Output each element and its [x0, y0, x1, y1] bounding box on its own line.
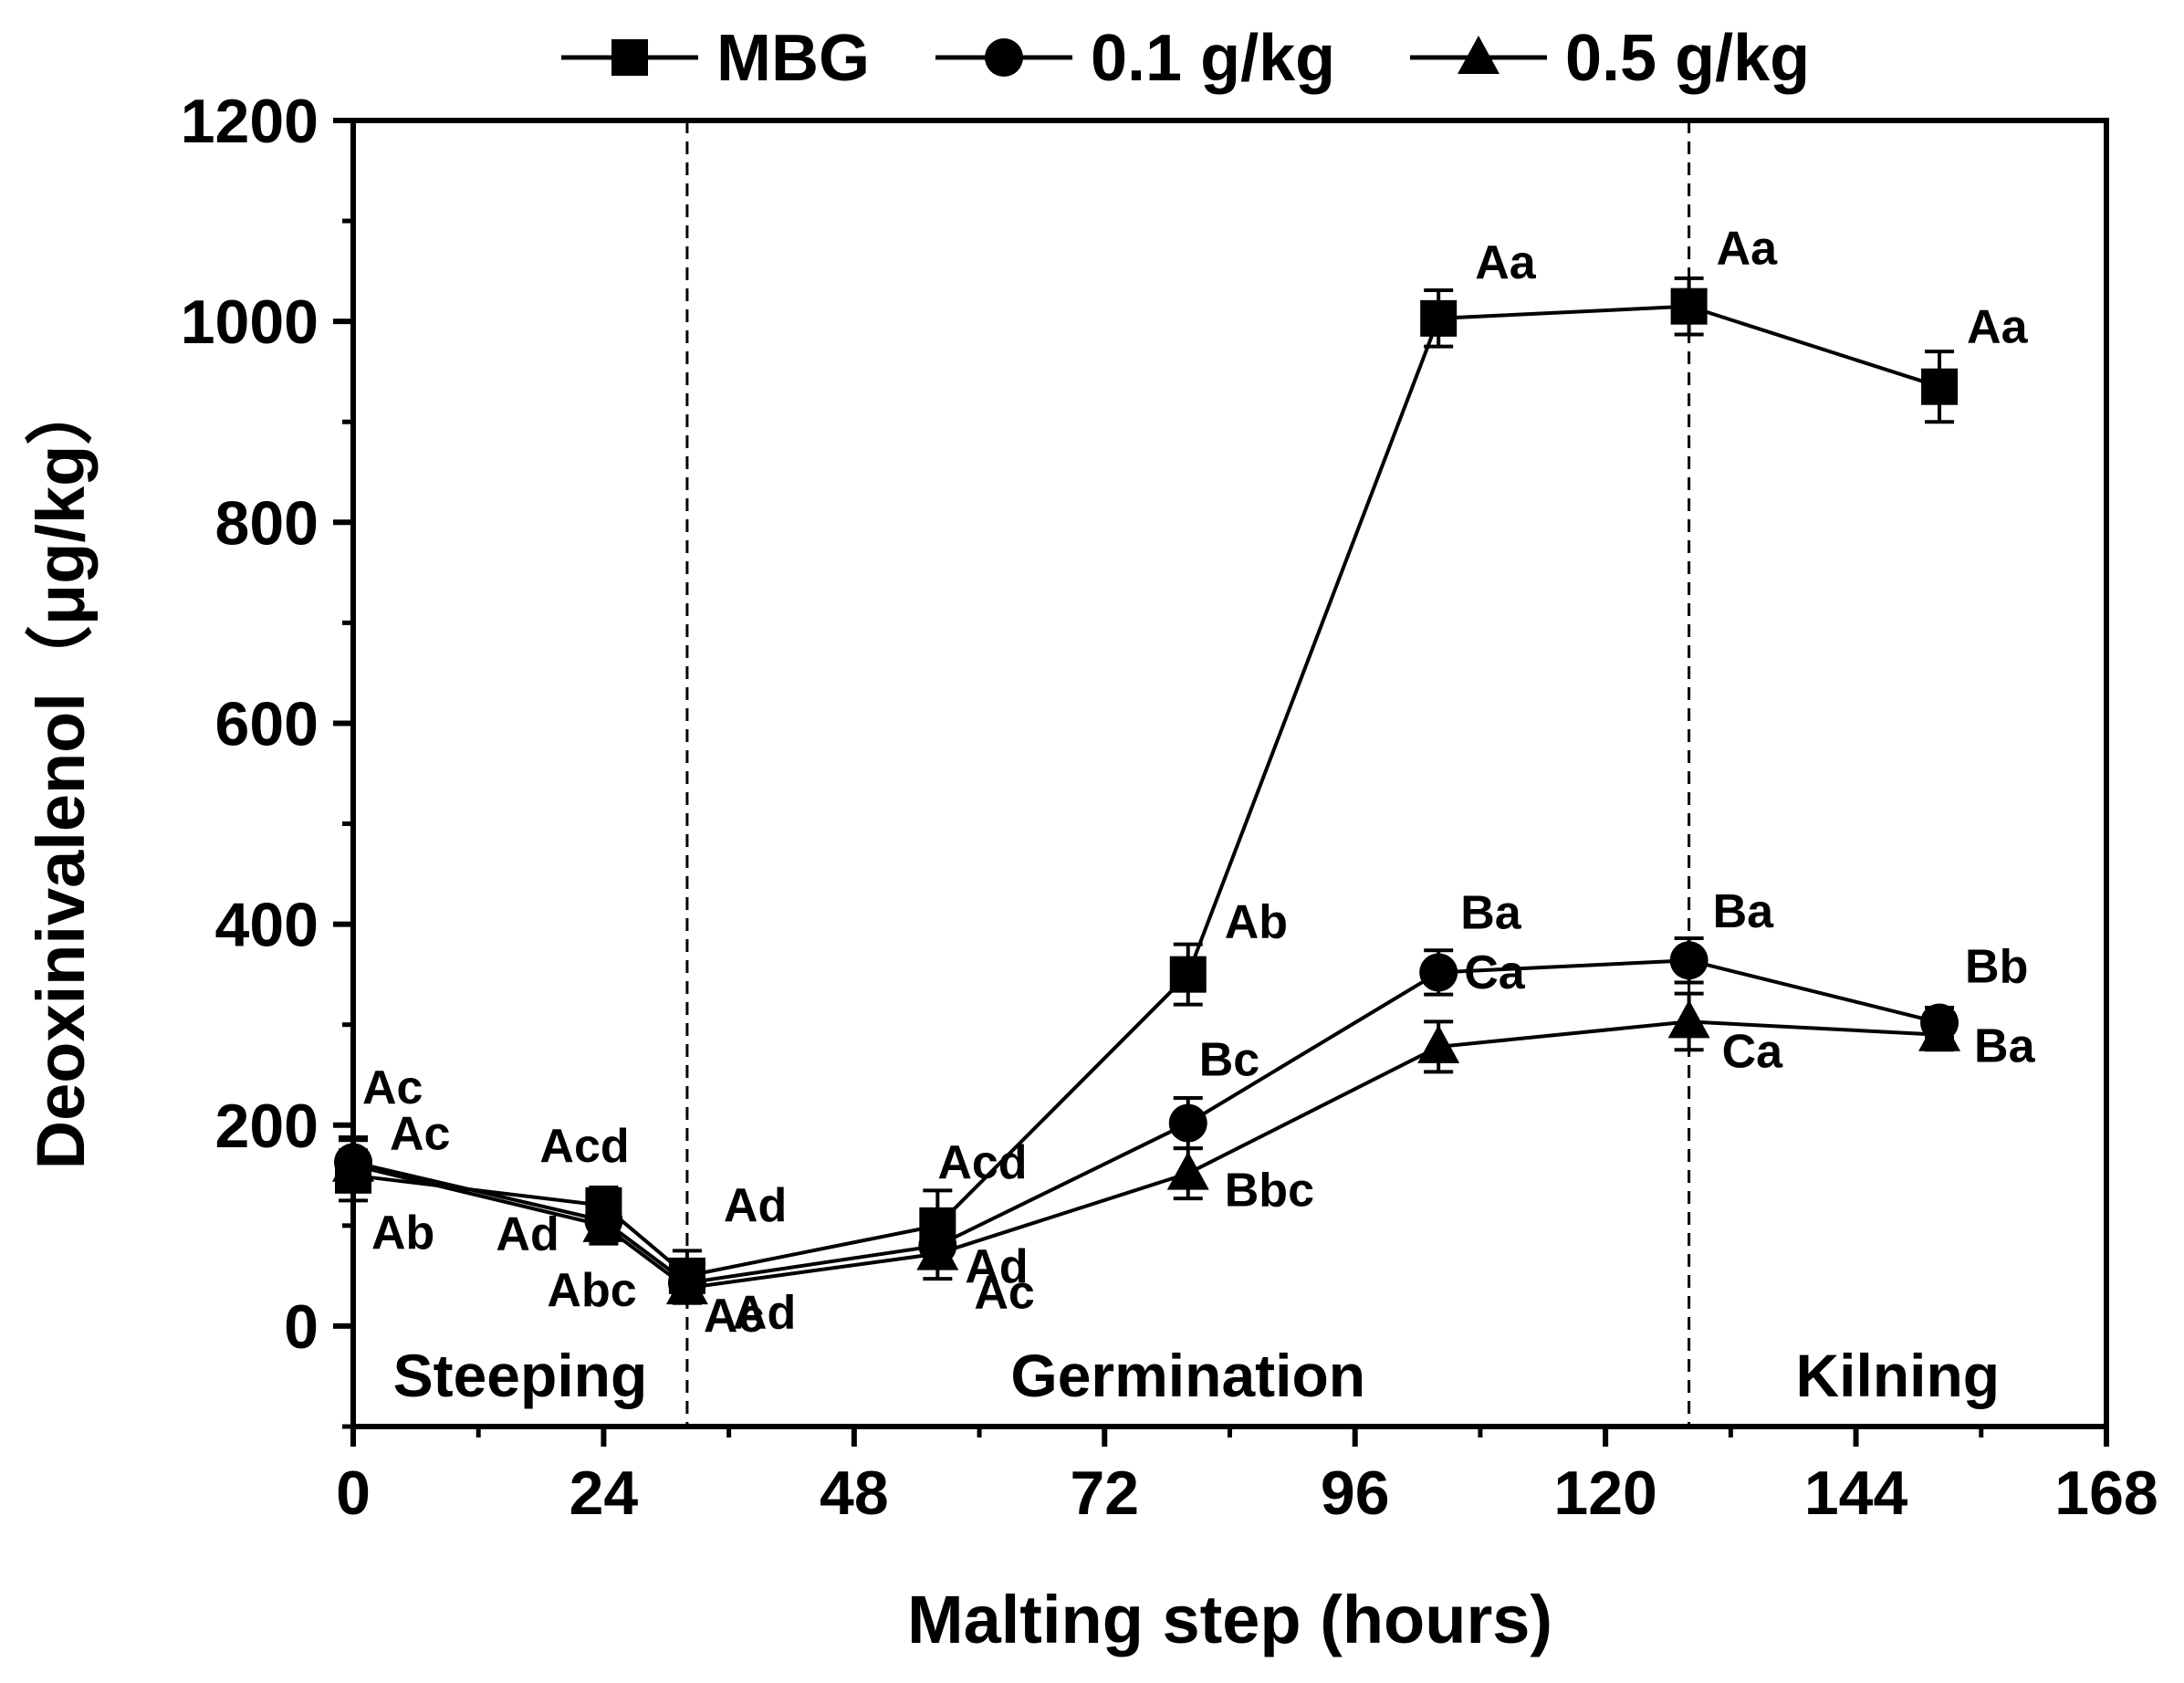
plot-area: Steeping Germination Kilning Ab Acd Ad Acd Ab A…	[332, 118, 2109, 1429]
y-tick-label: 0	[284, 1292, 319, 1362]
significance-label: Ad	[733, 1287, 796, 1340]
phase-dividers	[685, 120, 1691, 1427]
significance-label: Ac	[390, 1107, 450, 1160]
significance-label: Ba	[1713, 885, 1775, 938]
significance-label: Ac	[362, 1061, 423, 1114]
data-point	[1419, 953, 1458, 992]
data-point	[665, 1266, 708, 1305]
legend-marker-triangle	[1458, 36, 1500, 74]
y-tick-label: 1200	[181, 87, 319, 156]
data-point	[1168, 1103, 1207, 1143]
significance-label: Ad	[965, 1240, 1028, 1293]
significance-label: Abc	[547, 1264, 636, 1317]
significance-label: Aa	[1717, 223, 1779, 276]
data-point	[1169, 956, 1207, 993]
significance-label: Acd	[539, 1120, 629, 1173]
significance-label: Ac	[704, 1290, 764, 1343]
data-point	[1921, 368, 1959, 405]
phase-label: Steeping	[393, 1342, 648, 1409]
significance-label: Acd	[937, 1136, 1027, 1189]
data-point	[1420, 299, 1458, 337]
legend-marker-circle	[985, 38, 1023, 77]
phase-labels: Steeping Germination Kilning	[393, 1342, 2001, 1409]
significance-label: Ba	[1974, 1020, 2036, 1073]
data-point	[332, 1143, 374, 1182]
x-tick-label: 96	[1321, 1458, 1390, 1528]
data-point	[1667, 999, 1710, 1039]
x-axis-title: Malting step (hours)	[907, 1582, 1552, 1657]
x-tick-label: 0	[336, 1458, 371, 1528]
x-tick-label: 24	[570, 1458, 639, 1528]
y-axis-title: Deoxinivalenol（μg/kg）	[23, 378, 99, 1170]
legend: MBG 0.1 g/kg 0.5 g/kg	[561, 22, 1810, 95]
y-tick-label: 600	[215, 689, 319, 758]
data-point	[1669, 941, 1709, 980]
legend-item-square: MBG	[561, 22, 870, 95]
y-tick-label: 200	[215, 1092, 319, 1161]
significance-label: Ad	[496, 1207, 559, 1260]
data-point	[1918, 1012, 1961, 1051]
data-point	[1417, 1024, 1460, 1063]
significance-label: Bc	[1199, 1034, 1259, 1087]
legend-label: 0.5 g/kg	[1565, 22, 1810, 95]
x-tick-label: 120	[1553, 1458, 1656, 1528]
series-group	[332, 276, 1961, 1305]
x-tick-label: 144	[1804, 1458, 1908, 1528]
significance-label: Ba	[1460, 886, 1522, 939]
significance-label: Aa	[1475, 236, 1537, 289]
significance-label: Ab	[1225, 896, 1288, 949]
significance-label: Aa	[1967, 301, 2029, 354]
y-axis: 0 200 400 600 800 1000 1200	[181, 87, 353, 1429]
significance-label: Ad	[724, 1179, 787, 1232]
data-point	[1166, 1151, 1209, 1190]
significance-label: Bbc	[1225, 1165, 1314, 1218]
legend-label: MBG	[716, 22, 870, 95]
legend-marker-square	[611, 39, 648, 76]
data-point	[916, 1231, 959, 1270]
x-tick-label: 72	[1070, 1458, 1139, 1528]
significance-label: Ab	[371, 1207, 434, 1260]
x-tick-label: 48	[820, 1458, 889, 1528]
x-tick-label: 168	[2054, 1458, 2158, 1528]
y-tick-label: 400	[215, 891, 319, 960]
significance-label: Bb	[1965, 940, 2028, 993]
phase-label: Germination	[1010, 1342, 1365, 1409]
significance-label: Ac	[974, 1267, 1034, 1320]
y-tick-label: 800	[215, 488, 319, 558]
significance-label: Ca	[1464, 946, 1526, 999]
significance-label: Ca	[1722, 1025, 1784, 1078]
data-point	[1670, 287, 1708, 325]
legend-item-triangle: 0.5 g/kg	[1410, 22, 1810, 95]
phase-label: Kilning	[1795, 1342, 2000, 1409]
legend-label: 0.1 g/kg	[1091, 22, 1335, 95]
legend-item-circle: 0.1 g/kg	[935, 22, 1335, 95]
data-point	[582, 1203, 625, 1242]
y-tick-label: 1000	[181, 287, 319, 357]
series-triangle	[332, 991, 1961, 1305]
x-axis: 0 24 48 72 96 120 144 168	[336, 1427, 2158, 1528]
